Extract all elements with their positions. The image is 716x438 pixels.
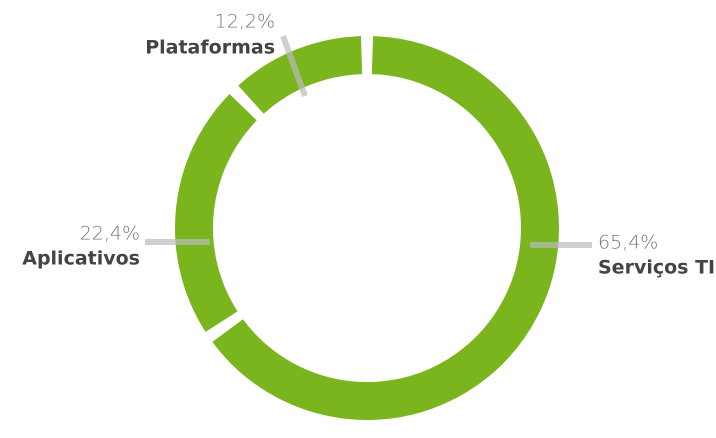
donut-segment <box>238 36 363 115</box>
value-label: 22,4% <box>80 223 140 245</box>
category-label: Aplicativos <box>22 248 140 270</box>
donut-segment <box>212 36 559 420</box>
donut-segment <box>175 93 257 332</box>
category-label: Plataformas <box>145 37 275 59</box>
category-label: Serviços TI <box>598 257 715 279</box>
leader-line <box>280 34 308 98</box>
value-label: 65,4% <box>598 232 658 254</box>
value-label: 12,2% <box>215 11 275 33</box>
